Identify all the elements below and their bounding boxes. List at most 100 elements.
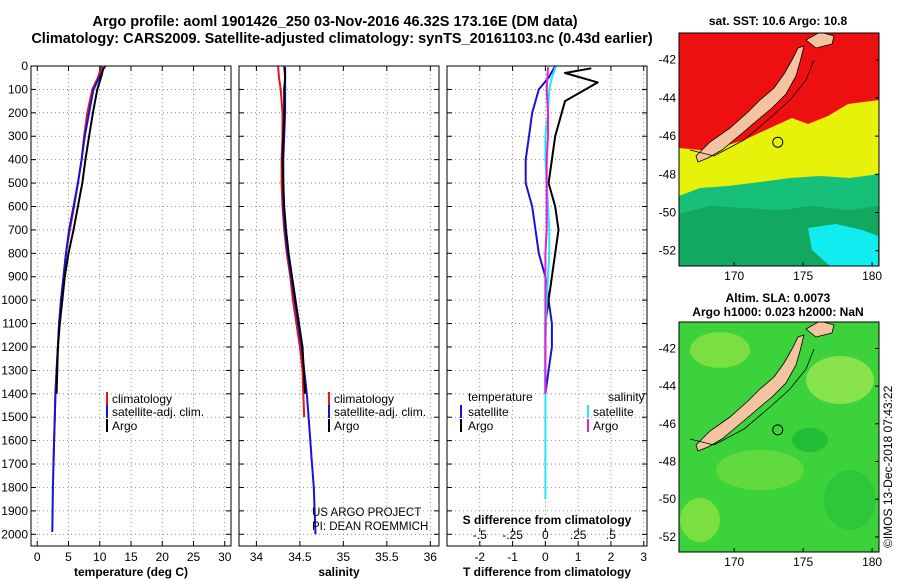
x-tick-label: 2 <box>608 550 615 564</box>
series-line-t-argo <box>544 67 599 394</box>
map-y-tick-label: -42 <box>659 341 677 355</box>
sla-map-frame <box>678 321 880 553</box>
map-x-tick-label: 180 <box>862 555 882 569</box>
map-x-tick-label: 170 <box>724 555 744 569</box>
y-tick-label: 500 <box>8 176 28 190</box>
sla-patch <box>716 450 804 490</box>
series-line-climatology <box>52 65 103 465</box>
map-y-tick-label: -46 <box>659 129 677 143</box>
map-y-tick-label: -52 <box>659 530 677 544</box>
y-tick-label: 1200 <box>1 340 28 354</box>
project-annotation: US ARGO PROJECT <box>312 507 421 519</box>
series-line-argo <box>281 67 307 394</box>
series-line-s-argo <box>544 67 549 394</box>
y-tick-label: 1300 <box>1 363 28 377</box>
legend-label-argo: Argo <box>112 419 138 433</box>
y-tick-label: 300 <box>8 129 28 143</box>
map-y-tick-label: -50 <box>659 492 677 506</box>
x-tick-label: 5 <box>65 550 72 564</box>
x-tick-label: 0 <box>542 550 549 564</box>
x-tick-label: 20 <box>156 550 170 564</box>
credit-stamp: ©IMOS 13-Dec-2018 07:43:22 <box>881 385 895 548</box>
map-y-tick-label: -48 <box>659 455 677 469</box>
plot-frame <box>238 65 440 547</box>
series-line-satellite-adj-clim- <box>51 65 107 533</box>
y-tick-label: 1000 <box>1 293 28 307</box>
legend-label-t-argo: Argo <box>468 419 494 433</box>
sst-map-frame <box>678 32 880 267</box>
secondary-x-tick-label: -.5 <box>473 528 487 542</box>
x-tick-label: 3 <box>640 550 647 564</box>
x-tick-label: 1 <box>575 550 582 564</box>
map-x-tick-label: 170 <box>724 269 744 283</box>
series-line-climatology <box>277 65 306 418</box>
sla-patch <box>792 428 828 452</box>
y-tick-label: 400 <box>8 153 28 167</box>
salinity-legend: climatology satellite-adj. clim. Argo US… <box>312 392 428 533</box>
map-x-tick-label: 175 <box>793 555 813 569</box>
x-tick-label: 30 <box>218 550 232 564</box>
sst-profile-location-marker <box>772 136 784 148</box>
y-tick-label: 900 <box>8 270 28 284</box>
x-tick-label: 35.5 <box>375 550 399 564</box>
legend-label-satellite: satellite-adj. clim. <box>112 405 204 419</box>
y-tick-label: 0 <box>21 59 28 73</box>
sla-land-mass <box>695 334 805 452</box>
secondary-x-tick-label: .25 <box>570 528 587 542</box>
x-tick-label: 34 <box>250 550 264 564</box>
y-tick-label: 700 <box>8 223 28 237</box>
title-line-2: Climatology: CARS2009. Satellite-adjuste… <box>31 31 652 47</box>
x-tick-label: 15 <box>124 550 138 564</box>
map-x-tick-label: 175 <box>793 269 813 283</box>
legend-label-climatology: climatology <box>112 392 172 406</box>
secondary-x-axis-label: S difference from climatology <box>463 513 632 527</box>
x-tick-label: 10 <box>93 550 107 564</box>
x-tick-label: 36 <box>424 550 438 564</box>
legend-label-climatology: climatology <box>334 392 394 406</box>
sst-map-ticks: 170 175 180 -42 -44 -46 -48 -50 -52 <box>659 53 883 283</box>
sla-map: 170 175 180 -42 -44 -46 -48 -50 -52 <box>659 321 882 569</box>
temperature-legend: climatology satellite-adj. clim. Argo <box>106 392 204 433</box>
sla-coastline-contour <box>689 348 815 446</box>
map-y-tick-label: -42 <box>659 53 677 67</box>
y-tick-label: 1700 <box>1 457 28 471</box>
y-tick-label: 1500 <box>1 410 28 424</box>
x-tick-label: -2 <box>474 550 485 564</box>
y-tick-label: 1100 <box>2 317 28 331</box>
y-tick-label: 600 <box>8 199 28 213</box>
y-tick-label: 200 <box>8 106 28 120</box>
sla-map-title-line-1: Altim. SLA: 0.0073 <box>726 291 831 305</box>
legend-title-temperature: temperature <box>468 390 533 404</box>
y-tick-label: 1800 <box>1 480 28 494</box>
legend-label-satellite: satellite-adj. clim. <box>334 405 426 419</box>
map-y-tick-label: -52 <box>659 244 677 258</box>
sst-map-title: sat. SST: 10.6 Argo: 10.8 <box>709 14 848 28</box>
secondary-x-tick-label: .5 <box>606 528 616 542</box>
y-tick-label: 800 <box>8 246 28 260</box>
difference-panel: -2 -1 0 1 2 3 S difference from climatology-.5… <box>446 65 648 579</box>
secondary-x-tick-label: 0 <box>542 528 549 542</box>
y-tick-label: 100 <box>8 82 28 96</box>
map-y-tick-label: -48 <box>659 167 677 181</box>
legend-label-s-satellite: satellite <box>593 405 634 419</box>
sst-coastline-contour <box>689 59 815 157</box>
x-tick-label: 35 <box>337 550 351 564</box>
sla-patch <box>680 498 720 542</box>
pi-annotation: PI: DEAN ROEMMICH <box>312 521 428 533</box>
salinity-panel: 34 34.5 35 35.5 36 salinity <box>238 65 440 579</box>
sla-patch <box>806 356 874 404</box>
legend-label-s-argo: Argo <box>593 419 619 433</box>
sla-patch <box>690 332 750 368</box>
y-tick-label: 1600 <box>1 434 28 448</box>
title-line-1: Argo profile: aoml 1901426_250 03-Nov-20… <box>92 14 577 30</box>
map-y-tick-label: -46 <box>659 417 677 431</box>
y-tick-label: 1900 <box>1 504 28 518</box>
x-tick-label: 25 <box>187 550 201 564</box>
map-y-tick-label: -44 <box>659 379 677 393</box>
sst-band-coldest <box>808 224 878 266</box>
x-axis-label: salinity <box>318 565 360 579</box>
sla-map-title-line-2: Argo h1000: 0.023 h2000: NaN <box>692 305 863 319</box>
map-y-tick-label: -44 <box>659 91 677 105</box>
sst-map: 170 175 180 -42 -44 -46 -48 -50 -52 <box>659 32 883 283</box>
